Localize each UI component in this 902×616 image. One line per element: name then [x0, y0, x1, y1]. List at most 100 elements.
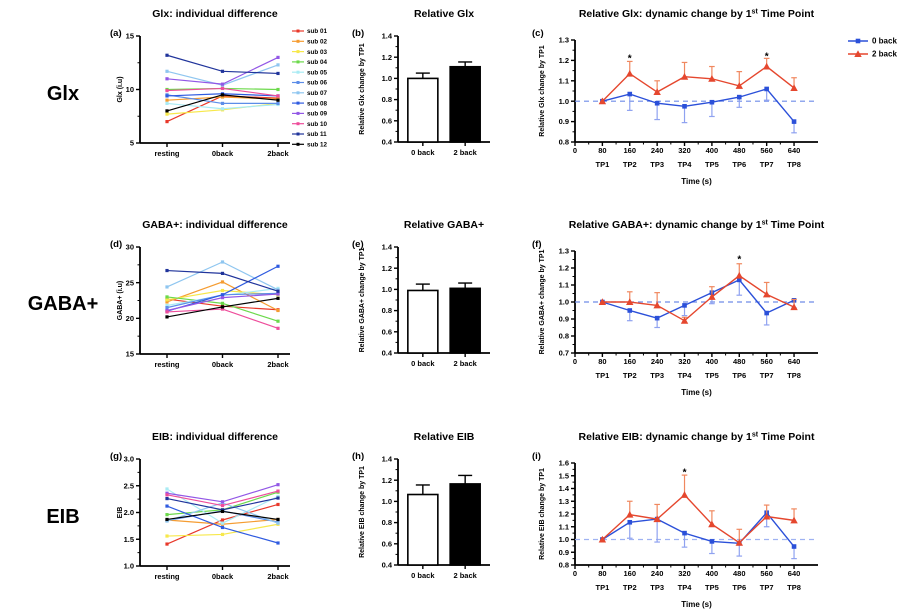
chart-title: EIB: individual difference — [152, 431, 278, 443]
tp-label: TP5 — [705, 371, 719, 380]
data-point — [276, 94, 280, 98]
series-line-0back — [602, 511, 795, 547]
data-point — [220, 518, 225, 522]
bar — [407, 77, 439, 143]
data-point — [680, 316, 689, 324]
x-tick-label: 80 — [598, 357, 606, 366]
y-tick-label: 2.5 — [124, 481, 134, 490]
data-point — [220, 525, 225, 530]
tp-label: TP2 — [623, 371, 637, 380]
data-point — [627, 308, 633, 313]
data-point — [220, 293, 225, 297]
legend-label: sub 05 — [307, 69, 327, 76]
y-tick-label: 15 — [126, 350, 134, 359]
data-point — [165, 298, 169, 302]
data-point — [708, 293, 716, 300]
x-category-label: 0 back — [411, 148, 435, 157]
y-tick-label: 1.4 — [382, 243, 393, 252]
tp-label: TP4 — [678, 371, 693, 380]
chart-title: GABA+: individual difference — [142, 219, 288, 231]
legend-label: sub 10 — [307, 121, 327, 128]
y-tick-label: 1.0 — [559, 97, 569, 106]
chart-title: Relative GABA+ — [404, 219, 484, 231]
x-tick-label: 80 — [598, 569, 606, 578]
y-tick-label: 0.8 — [559, 332, 569, 341]
y-axis-label: GABA+ (i.u) — [117, 281, 124, 320]
panel-letter: (f) — [532, 239, 542, 250]
data-point — [276, 71, 280, 76]
chart-title: Relative EIB — [414, 431, 475, 443]
chart-title: Relative Glx — [414, 8, 474, 20]
data-point — [165, 303, 169, 308]
data-point — [165, 109, 169, 113]
data-point — [220, 500, 225, 504]
legend-label: sub 12 — [307, 142, 327, 149]
data-point — [220, 503, 225, 508]
panel-letter: (g) — [110, 451, 122, 462]
chart-svg-h: Relative EIB (h) 0.4 0.6 0.8 1.0 1.2 1.4 Relativ… — [352, 431, 490, 580]
data-point — [276, 494, 280, 499]
data-point — [276, 296, 280, 300]
x-tick-label: 560 — [760, 357, 773, 366]
x-axis-label: Time (s) — [681, 600, 712, 609]
data-point — [762, 290, 771, 298]
legend-marker — [855, 38, 861, 44]
x-category-label: 2back — [267, 360, 289, 369]
x-tick-label: 80 — [598, 146, 606, 155]
x-tick-label: 240 — [651, 146, 664, 155]
legend-label: sub 06 — [307, 80, 327, 87]
data-point — [165, 300, 169, 304]
row-label-gaba: GABA+ — [27, 293, 99, 315]
data-point — [165, 504, 169, 508]
legend-label: 2 back — [872, 50, 897, 59]
y-tick-label: 0.4 — [382, 349, 393, 358]
x-axis-label: Time (s) — [681, 177, 712, 186]
panel-g-eib-individual-chart: EIB: individual difference (g) 1.0 1.5 2.0 2.… — [100, 423, 335, 616]
data-point — [276, 55, 280, 59]
legend-label: 0 back — [872, 37, 897, 46]
data-point — [276, 289, 280, 293]
data-point — [165, 88, 169, 93]
data-point — [654, 100, 660, 106]
y-tick-label: 1.5 — [559, 471, 569, 480]
y-tick-label: 1.2 — [382, 53, 392, 62]
panel-c-glx-dynamic-chart: Relative Glx: dynamic change by 1st Time… — [528, 0, 902, 205]
panel-letter: (h) — [352, 451, 364, 462]
y-tick-label: 3.0 — [124, 455, 134, 464]
y-tick-label: 1.1 — [559, 76, 569, 85]
data-point — [790, 516, 798, 524]
legend-label: sub 07 — [307, 90, 327, 97]
x-category-label: 2 back — [453, 571, 477, 580]
data-point — [220, 307, 225, 311]
data-point — [682, 303, 687, 308]
data-point — [220, 288, 225, 293]
data-point — [708, 75, 716, 82]
legend-marker — [296, 142, 300, 146]
data-point — [220, 260, 225, 264]
data-point — [276, 521, 280, 525]
y-tick-label: 30 — [126, 243, 134, 252]
y-tick-label: 2.0 — [124, 508, 134, 517]
y-tick-label: 0.9 — [559, 548, 569, 557]
x-tick-label: 400 — [706, 569, 719, 578]
tp-label: TP6 — [732, 160, 746, 169]
significance-asterisk: * — [737, 255, 741, 266]
data-point — [220, 532, 225, 537]
data-point — [165, 112, 169, 116]
data-point — [165, 98, 169, 102]
data-point — [165, 310, 169, 314]
tp-label: TP6 — [732, 583, 746, 592]
tp-label: TP3 — [650, 371, 664, 380]
y-tick-label: 1.3 — [559, 36, 569, 45]
data-point — [654, 315, 660, 321]
legend-label: sub 11 — [307, 131, 327, 138]
data-point — [276, 502, 280, 507]
data-point — [165, 493, 169, 497]
panel-letter: (b) — [352, 28, 364, 39]
tp-label: TP8 — [787, 583, 801, 592]
data-point — [790, 84, 798, 91]
chart-svg-d: GABA+: individual difference (d) 15 20 25 30 r… — [110, 219, 290, 369]
legend-marker — [296, 50, 300, 54]
legend-marker — [296, 101, 300, 105]
data-point — [276, 63, 280, 67]
